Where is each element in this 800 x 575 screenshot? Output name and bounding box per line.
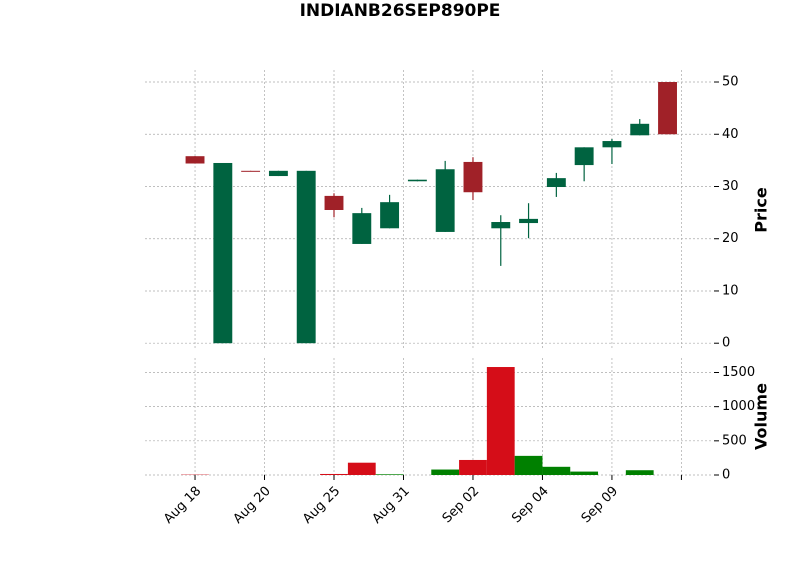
candle-body	[658, 82, 677, 135]
candle-body	[268, 170, 288, 177]
volume-bar	[514, 455, 543, 475]
y-tick-label: 50	[722, 75, 739, 90]
volume-bar	[459, 459, 487, 475]
candle-body	[463, 161, 483, 193]
volume-bar	[625, 470, 654, 475]
y-tick-label: 0	[722, 336, 730, 351]
candle-body	[519, 218, 539, 224]
x-tick-label: Aug 31	[370, 484, 413, 527]
candle-body	[213, 162, 233, 344]
y-tick-label: 10	[722, 283, 739, 298]
candle-body	[602, 141, 622, 148]
volume-bar	[347, 462, 376, 475]
candle-body	[324, 195, 344, 210]
candle-body	[407, 179, 427, 182]
candle-body	[380, 202, 400, 229]
candle-body	[546, 178, 566, 188]
candle-body	[630, 123, 650, 136]
x-tick-label: Sep 04	[509, 484, 552, 527]
candle-body	[185, 156, 205, 164]
candle-body	[574, 147, 594, 166]
y-axis-label: Price	[752, 187, 771, 233]
y-axis-label: Volume	[752, 383, 771, 450]
candle-body	[241, 170, 261, 172]
y-tick-label: 1000	[722, 399, 755, 414]
x-tick-label: Aug 25	[300, 484, 343, 527]
candle-body	[296, 170, 316, 344]
x-tick-label: Sep 09	[579, 484, 622, 527]
volume-bar	[431, 469, 460, 475]
y-tick-label: 30	[722, 179, 739, 194]
x-tick-label: Sep 02	[440, 484, 483, 527]
volume-bar	[542, 466, 571, 475]
candle-body	[352, 213, 372, 244]
volume-bar	[486, 367, 515, 475]
volume-bar	[320, 473, 348, 475]
candle-body	[435, 169, 455, 232]
x-tick-label: Aug 20	[231, 484, 274, 527]
y-tick-label: 0	[722, 468, 730, 483]
y-tick-label: 20	[722, 231, 739, 246]
y-tick-label: 40	[722, 127, 739, 142]
candle-body	[491, 222, 511, 229]
y-tick-label: 500	[722, 433, 747, 448]
volume-bar	[570, 471, 599, 475]
x-tick-label: Aug 18	[161, 484, 204, 527]
chart-title: INDIANB26SEP890PE	[300, 1, 501, 21]
y-tick-label: 1500	[722, 365, 755, 380]
volume-bar	[375, 474, 404, 475]
